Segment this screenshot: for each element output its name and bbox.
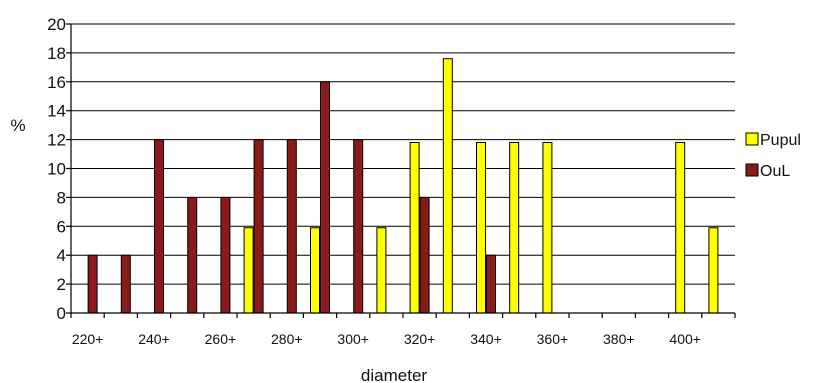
axes [66, 23, 736, 318]
bar-pupul-330+ [442, 58, 453, 314]
x-tick-label: 400+ [669, 331, 701, 347]
legend-label-oul: OuL [760, 163, 790, 180]
y-tick-label: 14 [47, 102, 66, 121]
x-tick-label: 320+ [404, 331, 436, 347]
bar-oul-260+ [220, 196, 231, 314]
x-axis-title: diameter [361, 366, 427, 383]
y-tick-label: 8 [57, 188, 66, 207]
x-tick-labels: 220+ 240+ 260+ 280+ 300+ 320+ 340+ 360+ 380+ 400+ [72, 331, 701, 347]
y-tick-label: 20 [47, 15, 66, 34]
bar-oul-250+ [187, 196, 198, 314]
legend: Pupul OuL [745, 132, 801, 180]
bar-oul-300+ [353, 139, 364, 314]
y-tick-label: 6 [57, 217, 66, 236]
bar-oul-290+ [320, 81, 330, 314]
x-tick-label: 360+ [537, 331, 569, 347]
bars [87, 58, 719, 314]
legend-swatch-oul [745, 163, 759, 177]
y-tick-labels: 0 2 4 6 8 10 12 14 16 18 20 [47, 15, 66, 323]
bar-pupul-320+ [409, 141, 420, 314]
legend-swatch-pupul [745, 132, 759, 146]
x-tick-label: 380+ [603, 331, 635, 347]
bar-pupul-410+ [708, 227, 719, 314]
x-tick-label: 240+ [138, 331, 170, 347]
x-tick-label: 340+ [470, 331, 502, 347]
y-tick-label: 16 [47, 73, 66, 92]
bar-oul-240+ [154, 139, 164, 314]
x-tick-label: 260+ [205, 331, 237, 347]
bar-pupul-310+ [376, 227, 387, 314]
bar-oul-270+ [253, 139, 264, 314]
bar-oul-280+ [286, 139, 297, 314]
y-tick-label: 10 [47, 160, 66, 179]
bar-pupul-400+ [675, 141, 686, 314]
bar-pupul-290+ [310, 227, 320, 314]
bar-pupul-340+ [476, 141, 486, 314]
y-tick-label: 4 [57, 246, 66, 265]
bar-pupul-350+ [509, 141, 520, 314]
bar-oul-340+ [486, 254, 496, 314]
y-tick-label: 2 [57, 275, 66, 294]
bar-oul-230+ [120, 254, 131, 314]
bar-oul-220+ [87, 254, 98, 314]
x-tick-label: 220+ [72, 331, 104, 347]
y-tick-label: 12 [47, 131, 66, 150]
bar-pupul-360+ [542, 141, 553, 314]
bar-oul-320+ [419, 196, 430, 314]
bar-pupul-270+ [243, 227, 254, 314]
x-tick-label: 280+ [271, 331, 303, 347]
legend-label-pupul: Pupul [760, 132, 801, 149]
y-tick-label: 0 [57, 304, 66, 323]
y-axis-title: % [10, 116, 25, 135]
gridlines [71, 23, 735, 285]
y-tick-label: 18 [47, 44, 66, 63]
x-tick-label: 300+ [337, 331, 369, 347]
